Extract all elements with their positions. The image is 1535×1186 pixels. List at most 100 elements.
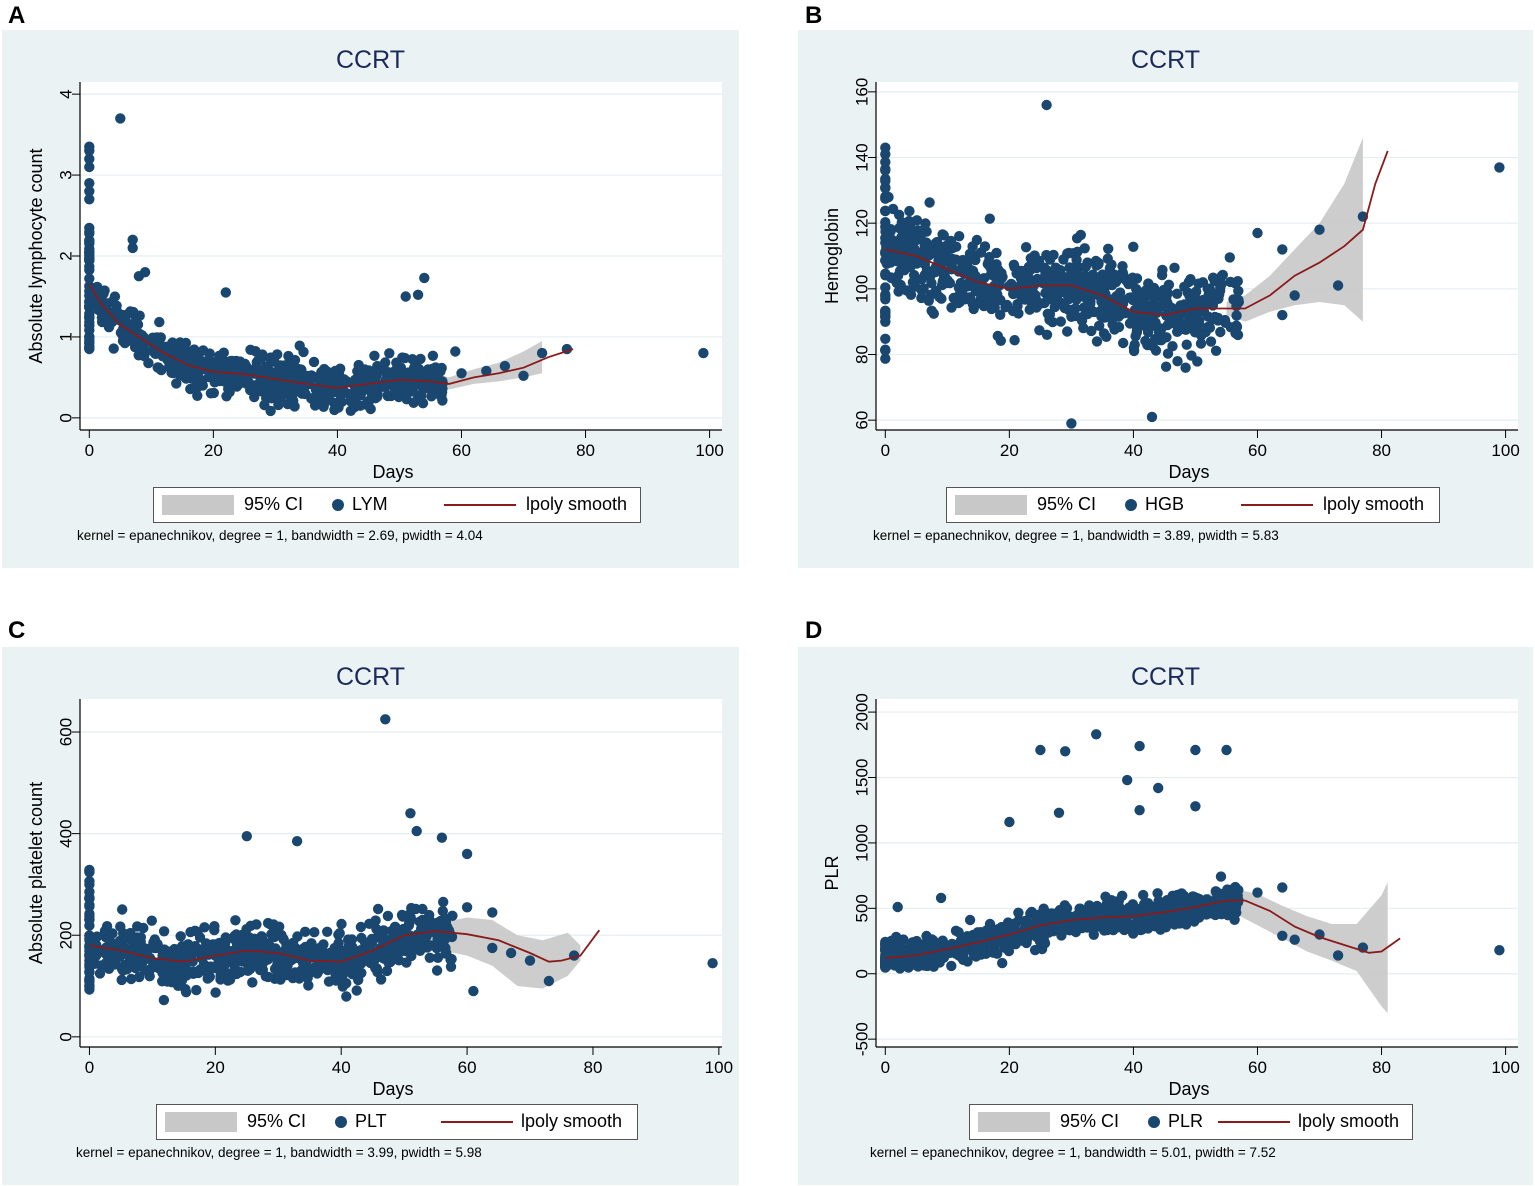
data-point — [1181, 908, 1193, 919]
data-point — [333, 946, 345, 957]
data-point — [904, 205, 915, 217]
data-point — [1167, 890, 1178, 901]
data-point — [84, 343, 95, 355]
chart-title: CCRT — [336, 46, 405, 74]
data-point — [365, 403, 376, 415]
marker-swatch — [1148, 1116, 1160, 1128]
data-point — [1040, 269, 1051, 280]
data-point — [133, 271, 145, 282]
data-point — [350, 967, 362, 978]
x-tick-label: 20 — [204, 441, 223, 460]
lpoly-smooth-line — [88, 283, 574, 389]
data-point — [1153, 326, 1165, 337]
data-point — [1117, 261, 1128, 272]
data-point — [416, 923, 427, 934]
chart-title: CCRT — [336, 663, 405, 691]
data-point — [389, 382, 400, 393]
data-point — [1139, 320, 1151, 331]
data-point — [886, 935, 897, 946]
data-point — [404, 917, 415, 928]
data-point — [487, 907, 498, 918]
data-point — [1049, 301, 1060, 313]
data-point — [437, 905, 448, 917]
data-point — [1215, 326, 1226, 338]
data-point — [1059, 302, 1070, 314]
data-point — [1215, 871, 1227, 882]
data-point — [461, 848, 473, 860]
data-point — [199, 358, 210, 370]
marker-swatch — [335, 1116, 347, 1128]
data-point — [217, 951, 228, 962]
data-point — [1091, 336, 1103, 347]
data-point — [94, 968, 106, 979]
data-point — [400, 291, 411, 302]
data-point — [996, 921, 1007, 933]
data-point — [265, 405, 276, 417]
data-point — [446, 953, 457, 965]
data-point — [1094, 274, 1105, 285]
data-point — [1099, 312, 1110, 323]
data-point — [431, 943, 442, 954]
data-point — [964, 914, 976, 926]
ci-swatch — [978, 1112, 1050, 1132]
data-point — [153, 362, 164, 373]
data-point — [424, 952, 435, 963]
data-point — [1053, 807, 1065, 818]
data-point — [171, 378, 182, 389]
smooth-swatch — [444, 504, 516, 506]
data-point — [92, 302, 104, 313]
chart-title: CCRT — [1131, 46, 1200, 74]
data-point — [1091, 729, 1102, 740]
data-point — [1066, 418, 1077, 429]
data-point — [180, 949, 191, 960]
data-point — [220, 287, 231, 298]
data-point — [1115, 309, 1126, 320]
data-point — [1277, 244, 1288, 255]
x-tick-label: 80 — [1372, 1058, 1391, 1077]
data-point — [318, 389, 329, 401]
data-point — [1039, 938, 1051, 949]
data-point — [1155, 924, 1166, 935]
data-point — [1494, 162, 1505, 173]
y-tick-label: 4 — [57, 89, 76, 98]
data-point — [880, 353, 891, 364]
legend-ci-label: 95% CI — [1037, 494, 1097, 514]
data-point — [920, 218, 931, 229]
data-point — [924, 197, 935, 208]
data-point — [247, 977, 258, 988]
data-point — [158, 926, 170, 937]
data-point — [84, 161, 95, 173]
data-point — [384, 348, 395, 359]
data-point — [1171, 288, 1183, 299]
data-point — [318, 939, 329, 950]
data-point — [260, 953, 271, 964]
legend-smooth-label: lpoly smooth — [1323, 494, 1425, 514]
data-point — [126, 973, 137, 985]
data-point — [543, 975, 555, 987]
data-point — [101, 957, 112, 968]
data-point — [1055, 316, 1066, 327]
data-point — [269, 356, 280, 367]
data-point — [241, 924, 252, 935]
data-point — [149, 934, 160, 945]
data-point — [1013, 915, 1025, 926]
x-tick-label: 60 — [1248, 1058, 1267, 1077]
x-tick-label: 80 — [576, 441, 595, 460]
data-point — [397, 911, 408, 922]
data-point — [249, 391, 260, 403]
data-point — [432, 952, 444, 963]
data-point — [412, 289, 424, 300]
chart-panel-a: CCRT 0 1 2 3 4 0 20 40 60 80 100 Days Absolute lymph… — [2, 30, 739, 568]
data-point — [910, 245, 921, 256]
data-point — [907, 277, 919, 288]
data-point — [427, 386, 438, 397]
x-tick-label: 100 — [705, 1058, 733, 1077]
y-axis-label: PLR — [822, 855, 842, 890]
data-point — [335, 966, 346, 977]
data-point — [84, 261, 95, 272]
data-point — [1037, 908, 1049, 920]
kernel-note: kernel = epanechnikov, degree = 1, bandw… — [76, 1145, 482, 1160]
data-point — [1152, 888, 1163, 899]
data-point — [908, 958, 920, 969]
data-point — [1103, 243, 1114, 254]
